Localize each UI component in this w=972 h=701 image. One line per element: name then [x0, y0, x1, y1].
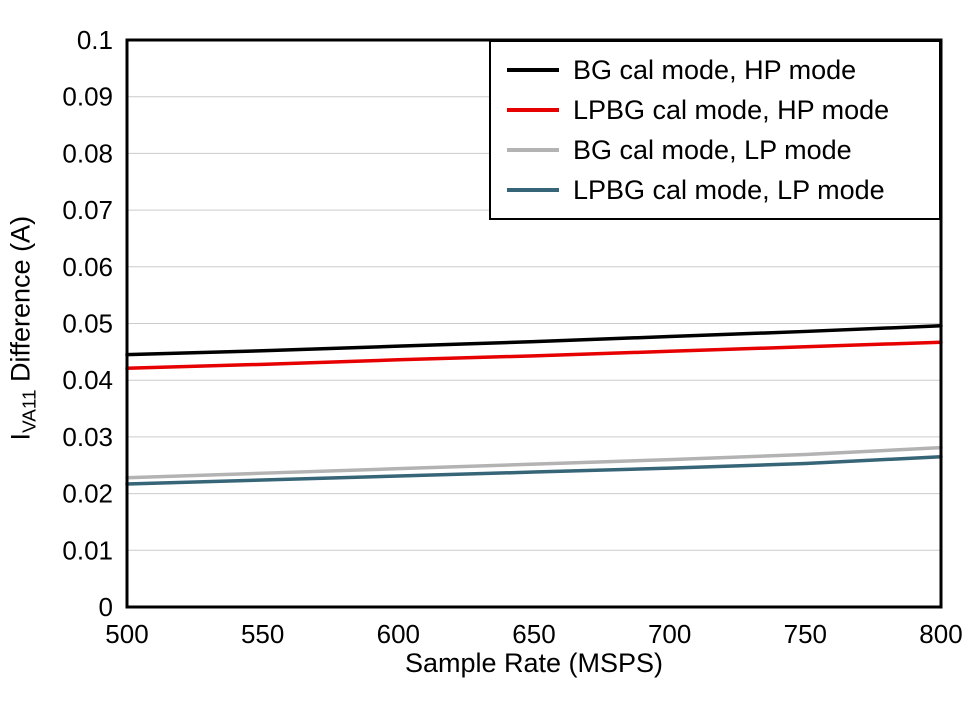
y-tick-label: 0.02: [62, 479, 113, 509]
y-axis-title-subscript: VA11: [19, 389, 41, 433]
x-tick-label: 550: [241, 619, 284, 649]
y-tick-label: 0.06: [62, 252, 113, 282]
legend-label: LPBG cal mode, HP mode: [573, 94, 890, 125]
legend-item: LPBG cal mode, HP mode: [507, 90, 923, 130]
legend-item: BG cal mode, HP mode: [507, 50, 923, 90]
x-tick-label: 700: [648, 619, 691, 649]
legend-line-swatch-bg-lp: [507, 148, 559, 152]
legend-label: BG cal mode, HP mode: [573, 54, 857, 85]
data-series-line: [125, 454, 943, 486]
data-series-line: [125, 445, 943, 480]
y-tick-label: 0.09: [62, 82, 113, 112]
y-tick-label: 0: [99, 592, 113, 622]
legend-label: BG cal mode, LP mode: [573, 134, 852, 165]
x-tick-label: 500: [105, 619, 148, 649]
y-tick-label: 0.04: [62, 365, 113, 395]
data-series-line: [125, 340, 943, 371]
data-series-line: [125, 324, 943, 357]
legend-item: BG cal mode, LP mode: [507, 130, 923, 170]
legend-line-swatch-lpbg-lp: [507, 188, 559, 192]
x-axis-title: Sample Rate (MSPS): [404, 648, 664, 678]
y-tick-label: 0.08: [62, 138, 113, 168]
legend-item: LPBG cal mode, LP mode: [507, 170, 923, 210]
x-tick-label: 750: [784, 619, 827, 649]
legend: BG cal mode, HP mode LPBG cal mode, HP m…: [489, 40, 941, 220]
y-axis-title: IVA11 Difference (A): [5, 45, 41, 612]
y-tick-label: 0.1: [77, 25, 113, 55]
legend-label: LPBG cal mode, LP mode: [573, 174, 885, 205]
y-tick-label: 0.07: [62, 195, 113, 225]
y-axis-title-main: I: [5, 432, 36, 441]
y-tick-label: 0.03: [62, 422, 113, 452]
y-tick-label: 0.01: [62, 535, 113, 565]
legend-line-swatch-lpbg-hp: [507, 108, 559, 112]
x-tick-label: 800: [919, 619, 962, 649]
legend-line-swatch-bg-hp: [507, 68, 559, 72]
x-tick-label: 600: [377, 619, 420, 649]
y-tick-label: 0.05: [62, 309, 113, 339]
y-axis-title-rest: Difference (A): [5, 215, 36, 390]
x-tick-label: 650: [512, 619, 555, 649]
